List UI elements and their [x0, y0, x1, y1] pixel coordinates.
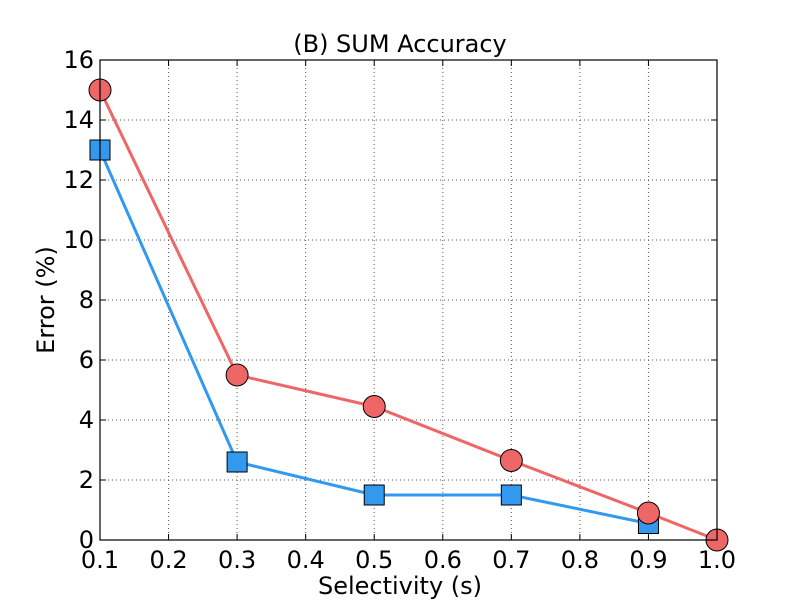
series-square: [89, 139, 659, 534]
y-tick-label: 10: [63, 226, 94, 254]
y-tick-label: 14: [63, 106, 94, 134]
square-point: [226, 451, 248, 473]
y-tick-label: 0: [79, 526, 94, 554]
circle-point: [225, 363, 249, 387]
x-tick-label: 0.6: [424, 546, 462, 574]
y-tick-label: 6: [79, 346, 94, 374]
circle-point: [499, 449, 523, 472]
y-axis-title: Error (%): [32, 246, 60, 354]
chart-title: (B) SUM Accuracy: [293, 30, 507, 58]
y-tick-label: 12: [63, 166, 94, 194]
square-point: [500, 484, 522, 506]
x-tick-label: 0.1: [81, 546, 119, 574]
x-tick-label: 0.9: [629, 546, 667, 574]
y-tick-label: 8: [79, 286, 94, 314]
series-line: [98, 89, 718, 542]
x-tick-label: 0.4: [287, 546, 325, 574]
x-tick-label: 0.3: [218, 546, 256, 574]
grid-layer: [100, 60, 717, 540]
x-tick-label: 0.5: [355, 546, 393, 574]
y-tick-label: 2: [79, 466, 94, 494]
x-tick-label: 0.7: [492, 546, 530, 574]
square-point: [363, 484, 385, 506]
x-tick-label: 0.8: [561, 546, 599, 574]
circle-point: [636, 501, 660, 525]
x-tick-label: 1.0: [698, 546, 736, 574]
x-axis-title: Selectivity (s): [318, 572, 482, 600]
circle-point: [362, 395, 386, 418]
x-tick-label: 0.2: [149, 546, 187, 574]
y-tick-label: 4: [79, 406, 94, 434]
y-tick-label: 16: [63, 46, 94, 74]
tick-layer: 0.1 0.2 0.3 0.4 0.5 0.6 0.7 0.8 0.9 1.0 0 2 4 6 8 10 12 1…: [63, 46, 736, 574]
